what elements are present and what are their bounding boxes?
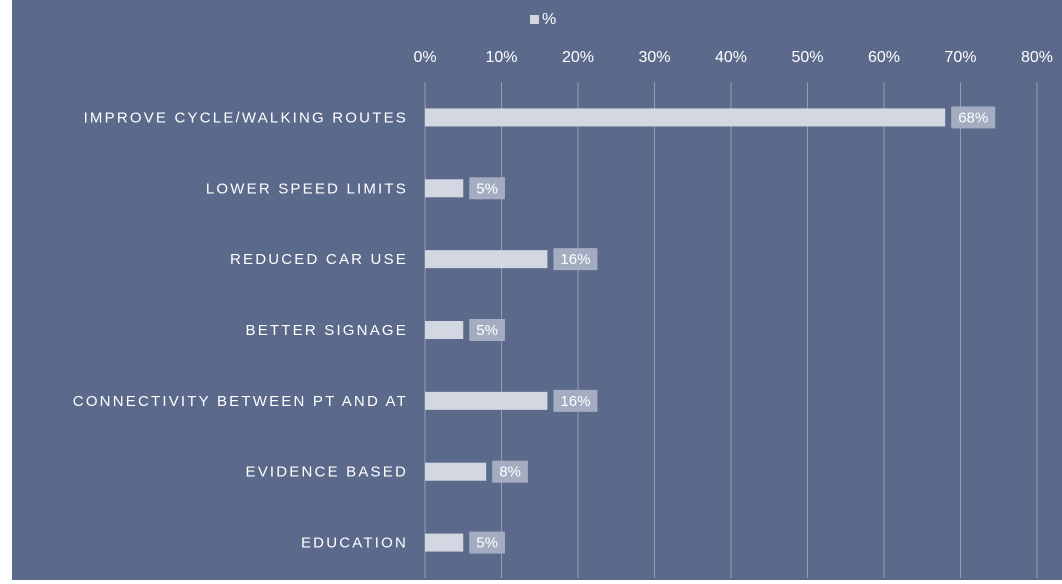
data-label: 5%: [476, 322, 498, 339]
x-tick-label: 20%: [562, 49, 594, 66]
y-tick-label: LOWER SPEED LIMITS: [206, 180, 408, 197]
data-label: 16%: [560, 393, 590, 410]
data-label-box: [492, 460, 528, 483]
data-label: 16%: [560, 251, 590, 268]
bar: [425, 179, 464, 198]
bar: [425, 108, 946, 127]
y-tick-label: REDUCED CAR USE: [230, 251, 408, 268]
bar: [425, 533, 464, 552]
background: [12, 0, 1062, 580]
y-tick-label: EDUCATION: [301, 535, 408, 552]
data-label-box: [951, 106, 996, 129]
legend-swatch: [530, 15, 539, 24]
data-label-box: [469, 177, 505, 200]
data-label: 5%: [476, 180, 498, 197]
bar: [425, 391, 548, 410]
x-tick-label: 30%: [638, 49, 670, 66]
x-tick-label: 60%: [868, 49, 900, 66]
y-tick-label: BETTER SIGNAGE: [246, 322, 409, 339]
data-label: 8%: [499, 464, 521, 481]
data-label: 68%: [958, 109, 988, 126]
x-tick-label: 70%: [944, 49, 976, 66]
bar: [425, 321, 464, 339]
x-tick-label: 80%: [1021, 49, 1053, 66]
x-tick-label: 40%: [715, 49, 747, 66]
data-label-box: [469, 319, 505, 341]
bar: [425, 462, 487, 481]
data-label-box: [553, 248, 598, 271]
x-tick-label: 10%: [485, 49, 517, 66]
bar: [425, 250, 548, 269]
y-tick-label: IMPROVE CYCLE/WALKING ROUTES: [84, 109, 408, 126]
legend-label: %: [542, 11, 556, 28]
y-tick-label: EVIDENCE BASED: [245, 464, 408, 481]
data-label: 5%: [476, 535, 498, 552]
data-label-box: [469, 531, 505, 554]
data-label-box: [553, 389, 598, 412]
x-tick-label: 0%: [413, 49, 436, 66]
y-tick-label: CONNECTIVITY BETWEEN PT AND AT: [73, 393, 408, 410]
x-tick-label: 50%: [791, 49, 823, 66]
